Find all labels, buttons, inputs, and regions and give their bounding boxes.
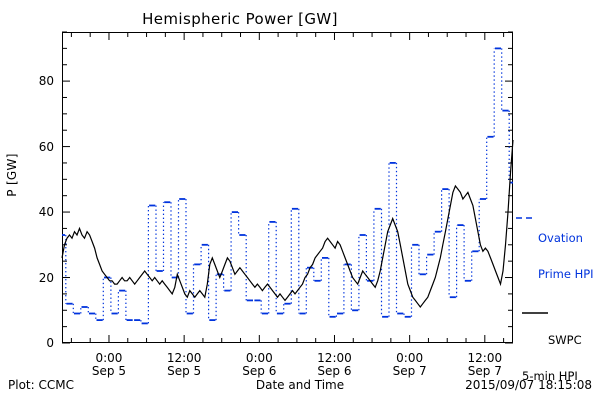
timestamp: 2015/09/07 18:15:08 xyxy=(465,378,592,392)
x-tick-time: 0:00 xyxy=(95,351,123,365)
series-ovation-prime-hpi xyxy=(62,47,513,325)
x-tick-label: 0:00 Sep 7 xyxy=(370,352,450,378)
x-tick-time: 12:00 xyxy=(166,351,202,365)
legend-swpc-line2: 5-min HPI xyxy=(522,369,578,383)
legend-ovation-line2: Prime HPI xyxy=(538,267,594,281)
x-tick-date: Sep 7 xyxy=(392,364,427,378)
y-tick-label: 80 xyxy=(38,74,54,89)
y-tick-label: 20 xyxy=(38,270,54,285)
x-axis-title: Date and Time xyxy=(255,378,345,392)
axis-ticks xyxy=(62,31,513,344)
legend-ovation-line1: Ovation xyxy=(538,231,583,245)
x-tick-time: 12:00 xyxy=(467,351,503,365)
y-tick-label: 60 xyxy=(38,139,54,154)
plot-credit: Plot: CCMC xyxy=(8,378,74,392)
x-tick-time: 0:00 xyxy=(396,351,424,365)
legend-swpc-line1: SWPC xyxy=(548,333,582,347)
x-tick-label: 0:00 Sep 5 xyxy=(69,352,149,378)
y-tick-label: 40 xyxy=(38,205,54,220)
plot-area xyxy=(62,32,513,343)
x-tick-date: Sep 6 xyxy=(242,364,277,378)
x-tick-time: 0:00 xyxy=(245,351,273,365)
legend-entry-swpc: SWPC 5-min HPI xyxy=(522,310,582,406)
legend-entry-ovation: Ovation Prime HPI xyxy=(538,208,594,304)
x-tick-date: Sep 5 xyxy=(167,364,202,378)
x-tick-label: 12:00 Sep 5 xyxy=(144,352,224,378)
series-swpc-5min-hpi xyxy=(61,139,514,308)
legend-markers xyxy=(516,217,548,314)
x-tick-time: 12:00 xyxy=(317,351,352,365)
x-tick-date: Sep 5 xyxy=(91,364,126,378)
x-tick-label: 12:00 Sep 7 xyxy=(445,352,525,378)
x-tick-label: 0:00 Sep 6 xyxy=(219,352,299,378)
y-tick-label: 0 xyxy=(46,336,54,350)
x-tick-label: 12:00 Sep 6 xyxy=(294,352,374,378)
x-tick-date: Sep 6 xyxy=(317,364,352,378)
x-tick-date: Sep 7 xyxy=(467,364,502,378)
page-title: Hemispheric Power [GW] xyxy=(142,10,338,28)
